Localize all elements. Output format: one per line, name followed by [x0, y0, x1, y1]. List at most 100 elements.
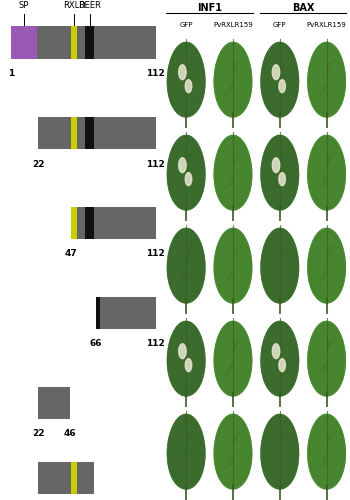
- Polygon shape: [167, 322, 205, 396]
- Polygon shape: [308, 414, 345, 489]
- Polygon shape: [215, 137, 251, 208]
- Circle shape: [272, 158, 280, 172]
- Polygon shape: [214, 414, 252, 489]
- Polygon shape: [215, 44, 251, 115]
- Polygon shape: [214, 414, 252, 489]
- Polygon shape: [262, 323, 298, 394]
- Polygon shape: [262, 44, 298, 115]
- Bar: [38, 386, 70, 418]
- Polygon shape: [168, 323, 204, 394]
- Polygon shape: [167, 136, 205, 210]
- Polygon shape: [214, 228, 252, 303]
- Polygon shape: [167, 414, 205, 489]
- Circle shape: [185, 172, 192, 186]
- Text: PvRXLR159: PvRXLR159: [213, 22, 253, 28]
- Bar: [96, 296, 100, 328]
- Circle shape: [279, 172, 285, 186]
- Text: PvRXLR159: PvRXLR159: [307, 22, 346, 28]
- Text: 46: 46: [63, 430, 76, 438]
- Polygon shape: [308, 322, 345, 396]
- Circle shape: [279, 80, 285, 92]
- Bar: [38, 116, 156, 148]
- Bar: [11, 26, 37, 58]
- Text: SP: SP: [19, 1, 29, 10]
- Polygon shape: [309, 323, 344, 394]
- Polygon shape: [308, 322, 345, 396]
- Polygon shape: [214, 136, 252, 210]
- Polygon shape: [261, 322, 299, 396]
- Polygon shape: [215, 230, 251, 301]
- Polygon shape: [261, 42, 299, 117]
- Polygon shape: [262, 137, 298, 208]
- Polygon shape: [214, 136, 252, 210]
- Text: 112: 112: [146, 340, 165, 348]
- Polygon shape: [261, 228, 299, 303]
- Circle shape: [178, 158, 186, 172]
- Text: GFP: GFP: [273, 22, 287, 28]
- Text: RXLR: RXLR: [63, 1, 85, 10]
- Circle shape: [178, 65, 186, 80]
- Text: 47: 47: [64, 250, 77, 258]
- Polygon shape: [308, 42, 345, 117]
- Polygon shape: [261, 414, 299, 489]
- Polygon shape: [262, 230, 298, 301]
- Text: BAX: BAX: [292, 3, 314, 13]
- Circle shape: [272, 344, 280, 358]
- Bar: [71, 206, 156, 238]
- Text: 112: 112: [146, 70, 165, 78]
- Polygon shape: [215, 323, 251, 394]
- Text: DEER: DEER: [78, 1, 101, 10]
- Text: GFP: GFP: [180, 22, 193, 28]
- Bar: [96, 296, 156, 328]
- Circle shape: [279, 358, 285, 372]
- Text: INF1: INF1: [197, 3, 222, 13]
- Polygon shape: [308, 228, 345, 303]
- Bar: [11, 26, 156, 58]
- Text: 66: 66: [90, 340, 102, 348]
- Polygon shape: [261, 42, 299, 117]
- Polygon shape: [167, 42, 205, 117]
- Polygon shape: [214, 322, 252, 396]
- Circle shape: [185, 358, 192, 372]
- Polygon shape: [214, 42, 252, 117]
- Polygon shape: [308, 228, 345, 303]
- Text: 112: 112: [146, 160, 165, 168]
- Polygon shape: [308, 136, 345, 210]
- Polygon shape: [168, 230, 204, 301]
- Polygon shape: [261, 136, 299, 210]
- Polygon shape: [309, 230, 344, 301]
- Polygon shape: [168, 137, 204, 208]
- Text: 112: 112: [146, 250, 165, 258]
- Bar: [85, 116, 94, 148]
- Polygon shape: [308, 136, 345, 210]
- Circle shape: [272, 65, 280, 80]
- Polygon shape: [214, 42, 252, 117]
- Text: 22: 22: [32, 430, 44, 438]
- Polygon shape: [262, 416, 298, 487]
- Bar: [71, 206, 77, 238]
- Bar: [38, 462, 94, 494]
- Polygon shape: [214, 228, 252, 303]
- Bar: [71, 26, 77, 58]
- Polygon shape: [308, 42, 345, 117]
- Polygon shape: [261, 228, 299, 303]
- Text: 22: 22: [32, 160, 44, 168]
- Polygon shape: [167, 414, 205, 489]
- Text: 1: 1: [8, 70, 14, 78]
- Bar: [85, 26, 94, 58]
- Bar: [85, 206, 94, 238]
- Polygon shape: [261, 414, 299, 489]
- Polygon shape: [167, 136, 205, 210]
- Polygon shape: [167, 228, 205, 303]
- Polygon shape: [167, 42, 205, 117]
- Circle shape: [178, 344, 186, 358]
- Polygon shape: [308, 414, 345, 489]
- Polygon shape: [167, 228, 205, 303]
- Polygon shape: [168, 416, 204, 487]
- Polygon shape: [215, 416, 251, 487]
- Circle shape: [185, 80, 192, 92]
- Polygon shape: [309, 44, 344, 115]
- Bar: [71, 116, 77, 148]
- Polygon shape: [261, 322, 299, 396]
- Bar: [71, 462, 77, 494]
